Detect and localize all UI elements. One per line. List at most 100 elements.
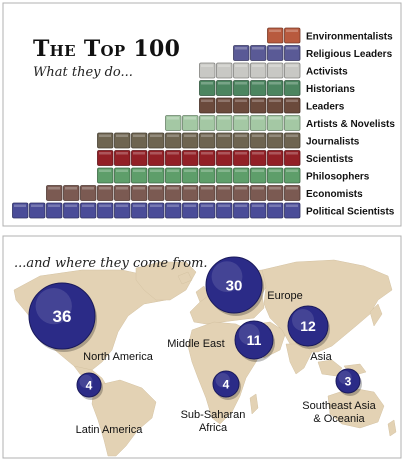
bar-activists [199, 62, 301, 79]
bar-block-highlight [252, 82, 264, 85]
bar-block-highlight [116, 134, 128, 137]
bar-block-highlight [167, 134, 179, 137]
bar-block-highlight [167, 187, 179, 190]
bar-label: Historians [306, 84, 355, 95]
bar-block-highlight [252, 99, 264, 102]
bar-block-highlight [184, 134, 196, 137]
bar-block-highlight [184, 169, 196, 172]
bar-block-highlight [167, 169, 179, 172]
bar-block-highlight [286, 134, 298, 137]
region-label: North America [83, 351, 154, 363]
bar-label: Scientists [306, 154, 354, 165]
bar-block-highlight [201, 169, 213, 172]
bar-block-highlight [269, 29, 281, 32]
bar-block-highlight [167, 117, 179, 120]
bar-block-highlight [218, 169, 230, 172]
bar-political-scientists [12, 202, 301, 219]
bar-block-highlight [150, 134, 162, 137]
bar-block-highlight [269, 134, 281, 137]
bubble [205, 256, 263, 314]
bar-block-highlight [201, 204, 213, 207]
bar-block-highlight [184, 152, 196, 155]
bar-block-highlight [218, 64, 230, 67]
bar-environmentalists [267, 27, 301, 44]
bar-block-highlight [235, 134, 247, 137]
bar-block-highlight [99, 204, 111, 207]
bar-block-highlight [252, 117, 264, 120]
bar-block-highlight [286, 29, 298, 32]
bar-block-highlight [218, 152, 230, 155]
map-subtitle: ...and where they come from. [14, 256, 208, 271]
bar-block-highlight [218, 204, 230, 207]
bar-block-highlight [48, 187, 60, 190]
bar-block-highlight [252, 204, 264, 207]
bar-block-highlight [184, 187, 196, 190]
region-latin-america: 4 Latin America [76, 372, 144, 436]
bar-block-highlight [235, 204, 247, 207]
bar-block-highlight [286, 82, 298, 85]
region-middle-east: 11 Middle East [167, 320, 275, 362]
bar-block-highlight [252, 64, 264, 67]
bar-block-highlight [14, 204, 26, 207]
bar-block-highlight [99, 152, 111, 155]
world-map: 36 North America 30 Europe 12 Asia 11 Middle Ea… [13, 256, 397, 457]
bar-block-highlight [99, 169, 111, 172]
bubble-value: 4 [86, 378, 93, 392]
bubble [212, 370, 240, 398]
bar-block-highlight [116, 204, 128, 207]
bar-block-highlight [201, 187, 213, 190]
bar-block-highlight [235, 169, 247, 172]
bubble-value: 12 [300, 318, 316, 334]
region-label: Latin America [76, 424, 144, 436]
bar-block-highlight [167, 204, 179, 207]
bar-block-highlight [235, 64, 247, 67]
region-label: Sub-Saharan Africa [181, 409, 246, 434]
bar-journalists [97, 132, 301, 149]
bar-block-highlight [286, 169, 298, 172]
bar-block-highlight [269, 187, 281, 190]
bubble-gloss [211, 261, 243, 292]
bar-block-highlight [48, 204, 60, 207]
bar-block-highlight [201, 64, 213, 67]
bar-religious-leaders [233, 45, 301, 61]
chart-subtitle: What they do... [33, 65, 133, 80]
bar-block-highlight [218, 134, 230, 137]
bar-block-highlight [201, 134, 213, 137]
region-label: Middle East [167, 338, 224, 350]
bar-label: Activists [306, 67, 348, 78]
region-label: Europe [267, 290, 302, 302]
bubble-gloss [35, 287, 72, 325]
bar-block-highlight [218, 99, 230, 102]
bar-block-highlight [218, 82, 230, 85]
bar-block-highlight [252, 134, 264, 137]
bar-label: Journalists [306, 137, 360, 148]
bar-block-highlight [218, 187, 230, 190]
bar-block-highlight [235, 117, 247, 120]
region-label: Southeast Asia & Oceania [302, 400, 376, 425]
bubble-gloss [238, 323, 260, 345]
bar-block-highlight [252, 152, 264, 155]
bar-block-highlight [269, 47, 281, 50]
bar-block-highlight [286, 187, 298, 190]
bar-block-highlight [201, 82, 213, 85]
bar-label: Religious Leaders [306, 49, 393, 60]
bar-block-highlight [82, 187, 94, 190]
bar-block-highlight [65, 204, 77, 207]
bubble-gloss [79, 374, 93, 388]
bar-block-highlight [184, 117, 196, 120]
bar-block-highlight [116, 169, 128, 172]
bar-block-highlight [201, 117, 213, 120]
bar-block-highlight [116, 152, 128, 155]
bar-block-highlight [286, 152, 298, 155]
bar-block-highlight [235, 47, 247, 50]
bar-block-highlight [269, 117, 281, 120]
bar-block-highlight [286, 99, 298, 102]
bar-block-highlight [133, 134, 145, 137]
bar-block-highlight [31, 204, 43, 207]
bar-block-highlight [269, 152, 281, 155]
bar-block-highlight [201, 152, 213, 155]
bar-block-highlight [235, 152, 247, 155]
bar-block-highlight [184, 204, 196, 207]
bar-block-highlight [133, 152, 145, 155]
